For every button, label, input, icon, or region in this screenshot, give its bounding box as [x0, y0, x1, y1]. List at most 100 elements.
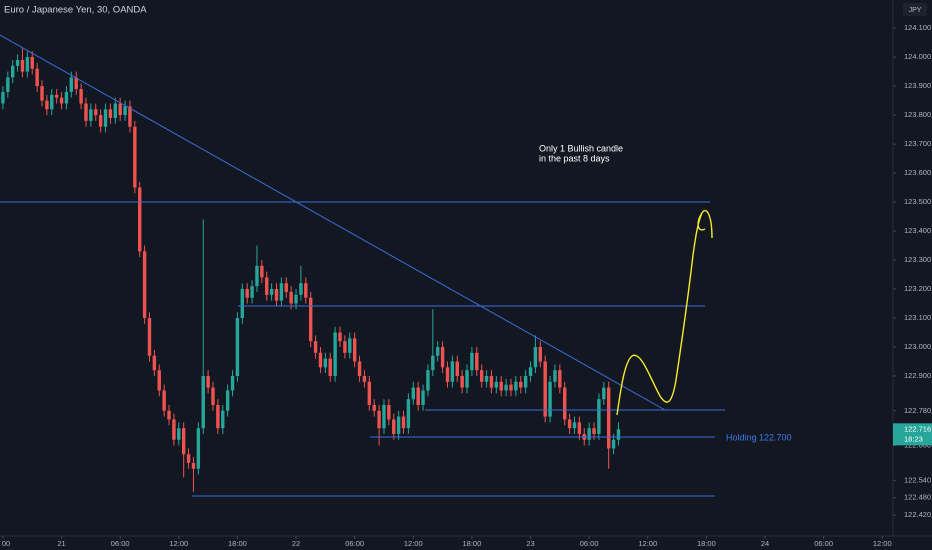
candle-body: [328, 358, 332, 376]
candle-body: [343, 341, 347, 353]
candle-body: [54, 94, 59, 98]
candle-body: [84, 103, 88, 121]
candle-body: [426, 370, 430, 391]
candle-body: [514, 381, 518, 391]
candle-body: [533, 346, 538, 368]
x-tick-label: 23: [526, 539, 534, 548]
candle-body: [479, 370, 484, 382]
candle-body: [230, 375, 235, 391]
candle-body: [59, 97, 64, 104]
candle-body: [387, 404, 391, 420]
candle-body: [50, 94, 54, 110]
freehand-arrow: [616, 209, 713, 416]
candle-body: [333, 332, 337, 376]
countdown-label: 18:23: [904, 434, 923, 443]
candle-body: [103, 109, 108, 127]
x-tick-label: 18:00: [697, 539, 716, 548]
candle-body: [558, 370, 562, 388]
candle-body: [1, 91, 5, 104]
candle-body: [592, 428, 596, 434]
candle-body: [587, 428, 591, 440]
candle-body: [284, 283, 288, 292]
candle-body: [392, 419, 396, 434]
candle-body: [245, 289, 249, 298]
candle-body: [499, 381, 503, 391]
candle-body: [465, 370, 469, 388]
candle-body: [69, 77, 74, 92]
candle-body: [30, 57, 34, 69]
candle-body: [475, 352, 479, 371]
candle-body: [460, 375, 464, 388]
candle-body: [509, 384, 513, 391]
candle-body: [279, 283, 284, 301]
x-tick-label: 06:00: [580, 539, 599, 548]
candle-body: [313, 341, 318, 353]
candle-body: [435, 346, 440, 356]
plot-area: [1, 48, 621, 492]
candle-body: [181, 428, 186, 455]
candle-body: [377, 410, 381, 429]
candle-body: [548, 381, 552, 417]
y-tick-label: 123.600: [904, 168, 931, 177]
candle-body: [289, 291, 293, 304]
candle-body: [206, 375, 210, 388]
candle-body: [440, 346, 445, 368]
candle-body: [494, 381, 499, 388]
candle-body: [362, 375, 367, 382]
candle-body: [519, 381, 523, 388]
y-tick-label: 123.100: [904, 313, 931, 322]
y-tick-label: 122.480: [904, 493, 931, 502]
candle-body: [602, 387, 606, 400]
candle-body: [15, 60, 20, 66]
candle-body: [147, 318, 152, 356]
candle-body: [382, 404, 386, 429]
candle-body: [470, 352, 474, 371]
candle-body: [489, 375, 494, 388]
currency-label[interactable]: JPY: [909, 7, 922, 14]
candle-body: [240, 289, 245, 319]
x-tick-label: 12:00: [873, 539, 892, 548]
candle-body: [401, 416, 406, 429]
x-tick-label: 18:00: [463, 539, 482, 548]
x-tick-label: 21: [57, 539, 65, 548]
candle-body: [421, 390, 425, 405]
candle-body: [577, 422, 582, 434]
candle-body: [269, 289, 274, 295]
candle-body: [255, 265, 259, 287]
candle-body: [118, 103, 122, 116]
candle-body: [221, 410, 225, 429]
candle-body: [367, 381, 372, 405]
x-tick-label: 12:00: [404, 539, 423, 548]
chart-title: Euro / Japanese Yen, 30, OANDA: [4, 5, 147, 16]
y-tick-label: 122.780: [904, 406, 931, 415]
annotation: Holding 122.700: [726, 432, 792, 442]
candle-body: [162, 390, 166, 411]
candle-body: [123, 106, 127, 116]
candle-body: [455, 361, 459, 376]
time-axis: [0, 536, 932, 550]
y-tick-label: 124.100: [904, 23, 931, 32]
candle-body: [611, 439, 616, 449]
candle-body: [308, 297, 313, 342]
candle-body: [25, 57, 30, 72]
candle-body: [372, 404, 376, 411]
x-tick-label: 06:00: [345, 539, 364, 548]
candle-body: [352, 338, 357, 362]
candle-body: [260, 265, 264, 278]
candle-body: [528, 367, 533, 376]
x-tick-label: 00: [2, 539, 10, 548]
candle-body: [567, 419, 572, 429]
candle-body: [142, 251, 147, 319]
candle-body: [553, 370, 557, 382]
last-price-label: 122.716: [904, 424, 931, 433]
candle-body: [64, 91, 69, 104]
candle-body: [89, 109, 93, 121]
candle-body: [45, 100, 49, 110]
candle-body: [304, 283, 308, 298]
drawings: [0, 34, 725, 497]
candle-body: [113, 103, 117, 118]
currency-button[interactable]: [903, 3, 927, 16]
candle-body: [597, 399, 601, 434]
candle-body: [172, 419, 176, 440]
